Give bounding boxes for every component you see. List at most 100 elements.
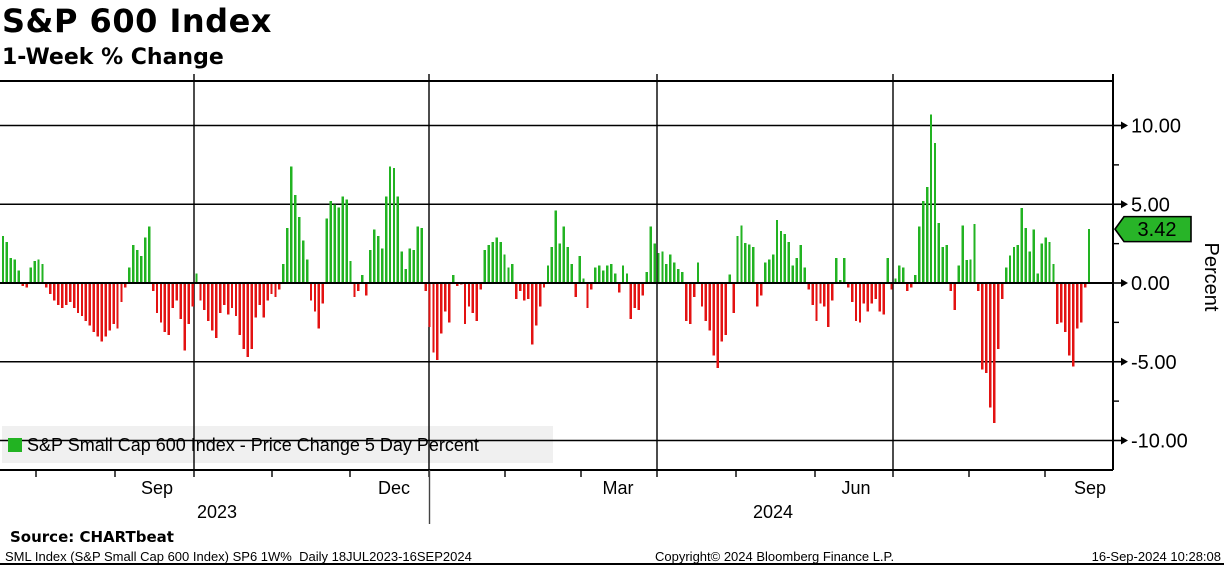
- legend: S&P Small Cap 600 Index - Price Change 5…: [8, 433, 479, 457]
- bar: [669, 254, 672, 283]
- bar: [503, 254, 506, 283]
- bar: [116, 283, 119, 329]
- bar: [301, 240, 305, 283]
- bar: [25, 283, 28, 288]
- bar: [1044, 237, 1047, 283]
- bar: [211, 283, 214, 331]
- bar: [1048, 242, 1051, 283]
- bar: [732, 283, 735, 313]
- last-value-tag: [1114, 215, 1192, 243]
- bar: [783, 234, 787, 283]
- bar: [720, 283, 723, 342]
- bar: [57, 283, 60, 306]
- bar: [578, 256, 581, 283]
- bar: [132, 245, 135, 283]
- bar: [1020, 208, 1024, 283]
- bar: [444, 283, 447, 312]
- bar: [1028, 251, 1031, 283]
- bar: [914, 275, 917, 283]
- bar: [617, 283, 621, 293]
- bar: [554, 210, 558, 283]
- bar: [973, 223, 976, 283]
- bar: [961, 225, 964, 283]
- bar: [953, 283, 956, 310]
- bar: [207, 283, 210, 321]
- series-swatch-icon: [8, 438, 22, 452]
- bar: [361, 275, 364, 283]
- bar: [72, 283, 76, 309]
- bar: [1064, 283, 1067, 332]
- bar: [937, 223, 941, 283]
- bar: [653, 243, 656, 283]
- bar: [37, 259, 40, 283]
- bar: [100, 283, 103, 342]
- bar: [1000, 283, 1004, 299]
- bar: [475, 283, 479, 321]
- bar: [629, 283, 633, 320]
- bar: [981, 283, 984, 370]
- bar: [866, 283, 870, 312]
- bar: [412, 249, 415, 283]
- bar: [297, 216, 301, 283]
- bar-series: [1, 114, 1091, 424]
- bar: [76, 283, 80, 313]
- bar: [1083, 283, 1087, 288]
- bar: [345, 199, 348, 283]
- bar: [835, 257, 838, 283]
- bar: [538, 283, 542, 307]
- bar: [530, 283, 534, 345]
- bar: [250, 283, 253, 350]
- bar: [933, 142, 937, 283]
- bar: [673, 262, 676, 283]
- bar: [187, 283, 190, 324]
- bar: [380, 248, 384, 283]
- bar: [712, 283, 716, 356]
- bar: [238, 283, 242, 335]
- bar: [440, 283, 443, 334]
- last-value-label: 3.42: [1138, 219, 1177, 241]
- bar: [467, 283, 471, 307]
- bar: [369, 249, 372, 283]
- bar: [463, 283, 467, 324]
- bar: [333, 204, 336, 283]
- bar: [692, 283, 696, 298]
- bar: [779, 231, 783, 283]
- bar: [870, 283, 873, 304]
- bar: [49, 283, 52, 295]
- y-tick-arrow-icon: [1121, 200, 1128, 209]
- bar: [1012, 246, 1016, 283]
- bar: [985, 283, 988, 373]
- bar: [507, 267, 510, 283]
- x-year-label: 2023: [197, 502, 237, 522]
- bar: [143, 237, 147, 283]
- bar: [842, 257, 846, 283]
- timestamp: 16-Sep-2024 10:28:08: [1091, 549, 1221, 564]
- bar: [341, 196, 344, 283]
- bar: [215, 283, 218, 339]
- bar: [519, 283, 522, 291]
- bar: [807, 283, 810, 290]
- bar: [704, 283, 708, 321]
- bar: [748, 244, 751, 283]
- bar: [159, 283, 163, 323]
- bar: [736, 235, 739, 283]
- bar: [527, 283, 530, 299]
- bar: [1008, 255, 1012, 283]
- x-month-label: Dec: [378, 478, 410, 498]
- bar: [45, 283, 48, 288]
- bar: [29, 267, 32, 283]
- bar: [771, 254, 775, 283]
- y-tick-arrow-icon: [1121, 357, 1128, 366]
- source-note: Source: CHARTbeat: [10, 528, 174, 546]
- bar: [388, 166, 392, 283]
- bar: [21, 283, 24, 287]
- bar: [874, 283, 877, 299]
- bar: [17, 270, 20, 283]
- bar: [665, 264, 668, 283]
- bar: [432, 283, 435, 353]
- bar: [823, 283, 826, 307]
- bar: [171, 283, 175, 309]
- y-tick-arrow-icon: [1121, 279, 1128, 287]
- bar: [649, 226, 652, 283]
- bar: [977, 283, 980, 291]
